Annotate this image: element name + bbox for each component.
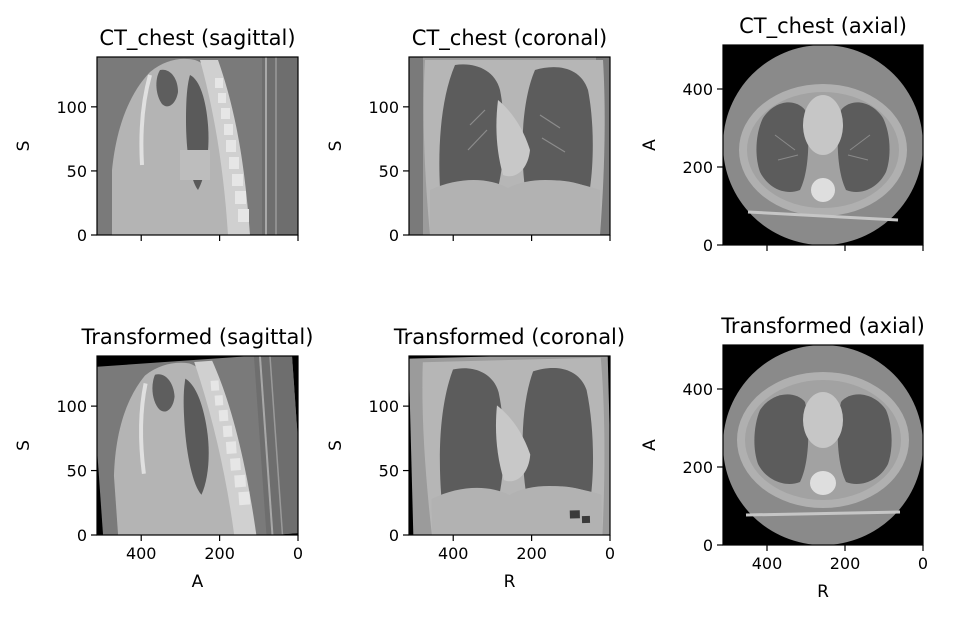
axes-frame [408, 355, 611, 536]
y-tick-label: 0 [77, 226, 87, 245]
ct-axial-image [723, 45, 923, 245]
x-tick-label: 200 [204, 544, 235, 563]
y-tick-label: 100 [368, 397, 399, 416]
y-tick-label: 50 [379, 162, 399, 181]
axes-frame [722, 44, 924, 246]
axes-3: Transformed (sagittal) 0 50 100 400 200 0 S A [14, 325, 313, 592]
y-tick-label: 50 [379, 462, 399, 481]
panel-title: CT_chest (axial) [739, 14, 907, 39]
x-tick-label: 200 [516, 544, 547, 563]
panel-transformed-axial [723, 345, 923, 545]
x-tick-label: 400 [126, 544, 157, 563]
y-tick-label: 50 [67, 162, 87, 181]
axes-frame [96, 355, 299, 536]
transformed-coronal-image [409, 356, 610, 535]
x-tick-label: 0 [918, 554, 928, 573]
panel-ct-axial [723, 45, 923, 245]
panel-ct-coronal [409, 57, 610, 235]
y-axis-label: S [14, 141, 34, 152]
transformed-axial-image [723, 345, 923, 545]
transformed-sagittal-image [97, 356, 298, 535]
panel-ct-sagittal [97, 57, 298, 235]
y-axis-label: S [14, 440, 34, 451]
y-tick-label: 0 [389, 526, 399, 545]
y-tick-label: 200 [682, 158, 713, 177]
axes-frame [408, 56, 611, 236]
y-axis-label: A [640, 439, 660, 451]
x-tick-label: 0 [293, 544, 303, 563]
panel-title: Transformed (axial) [720, 314, 925, 338]
panel-title: CT_chest (sagittal) [99, 26, 295, 51]
y-axis-label: A [640, 139, 660, 151]
x-axis-label: R [817, 582, 829, 602]
x-tick-label: 0 [605, 544, 615, 563]
axes-5: Transformed (axial) 0 200 400 400 200 0 A R [640, 314, 928, 602]
panel-title: Transformed (coronal) [393, 325, 625, 349]
y-tick-label: 100 [368, 98, 399, 117]
ct-coronal-image [409, 57, 610, 235]
panel-title: CT_chest (coronal) [412, 26, 607, 51]
x-tick-label: 400 [438, 544, 469, 563]
y-tick-label: 100 [56, 98, 87, 117]
y-tick-label: 0 [77, 526, 87, 545]
y-tick-label: 200 [682, 458, 713, 477]
axes-frame [722, 344, 924, 546]
x-axis-label: R [504, 572, 516, 592]
axes-4: Transformed (coronal) 0 50 100 400 200 0 S R [326, 325, 625, 592]
panel-transformed-coronal [409, 356, 610, 535]
x-tick-label: 400 [752, 554, 783, 573]
x-axis-label: A [192, 572, 204, 592]
axes-2: CT_chest (axial) 0 200 400 A [640, 14, 924, 255]
y-axis-label: S [326, 141, 346, 152]
y-tick-label: 100 [56, 397, 87, 416]
y-axis-label: S [326, 440, 346, 451]
panel-transformed-sagittal [97, 356, 298, 535]
ct-sagittal-image [97, 57, 298, 235]
axes-0: CT_chest (sagittal) 0 50 100 S [14, 26, 299, 245]
y-tick-label: 400 [682, 80, 713, 99]
x-tick-label: 200 [830, 554, 861, 573]
y-tick-label: 0 [389, 226, 399, 245]
y-tick-label: 50 [67, 462, 87, 481]
panel-title: Transformed (sagittal) [81, 325, 314, 349]
y-tick-label: 0 [703, 236, 713, 255]
y-tick-label: 400 [682, 380, 713, 399]
y-tick-label: 0 [703, 536, 713, 555]
axes-1: CT_chest (coronal) 0 50 100 S [326, 26, 611, 245]
axes-frame [96, 56, 299, 236]
